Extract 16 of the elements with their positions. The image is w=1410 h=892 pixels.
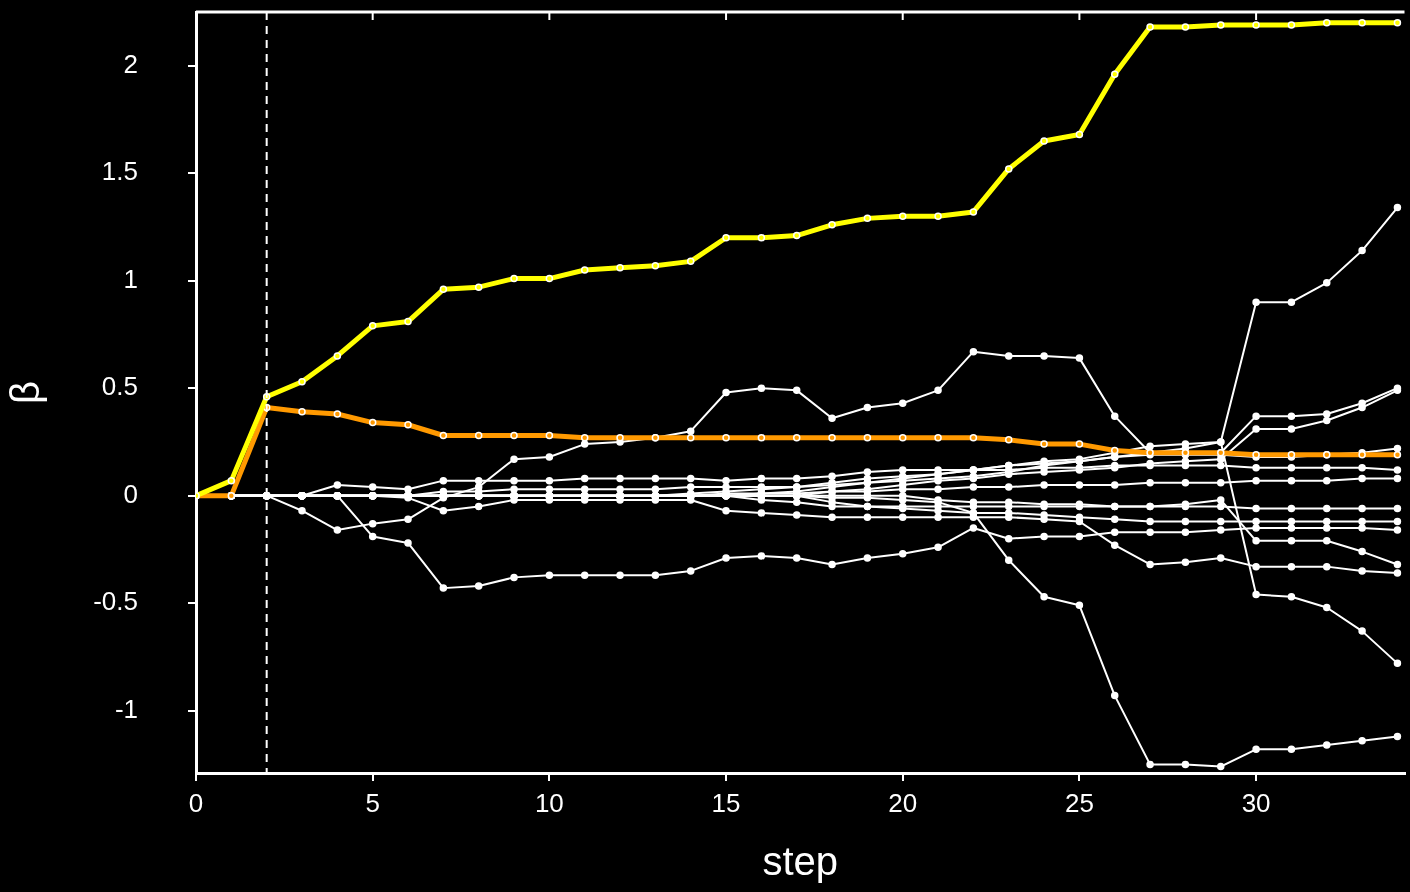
y-tick-label: 0 (123, 478, 138, 509)
x-tick-label: 15 (711, 787, 741, 818)
x-tick-label: 10 (534, 787, 564, 818)
x-axis-title: step (762, 839, 839, 884)
x-tick-label: 25 (1064, 787, 1094, 818)
y-tick-label: -0.5 (93, 586, 138, 617)
y-tick-label: 2 (123, 48, 138, 79)
x-tick-label: 5 (365, 787, 380, 818)
y-tick-label: 1 (123, 263, 138, 294)
y-axis-title: β (3, 380, 48, 405)
y-tick-label: 1.5 (101, 156, 138, 187)
x-tick-label: 20 (888, 787, 918, 818)
y-tick-label: 0.5 (101, 371, 138, 402)
x-tick-label: 0 (188, 787, 204, 818)
y-tick-label: -1 (114, 693, 138, 724)
x-tick-label: 30 (1241, 787, 1271, 818)
